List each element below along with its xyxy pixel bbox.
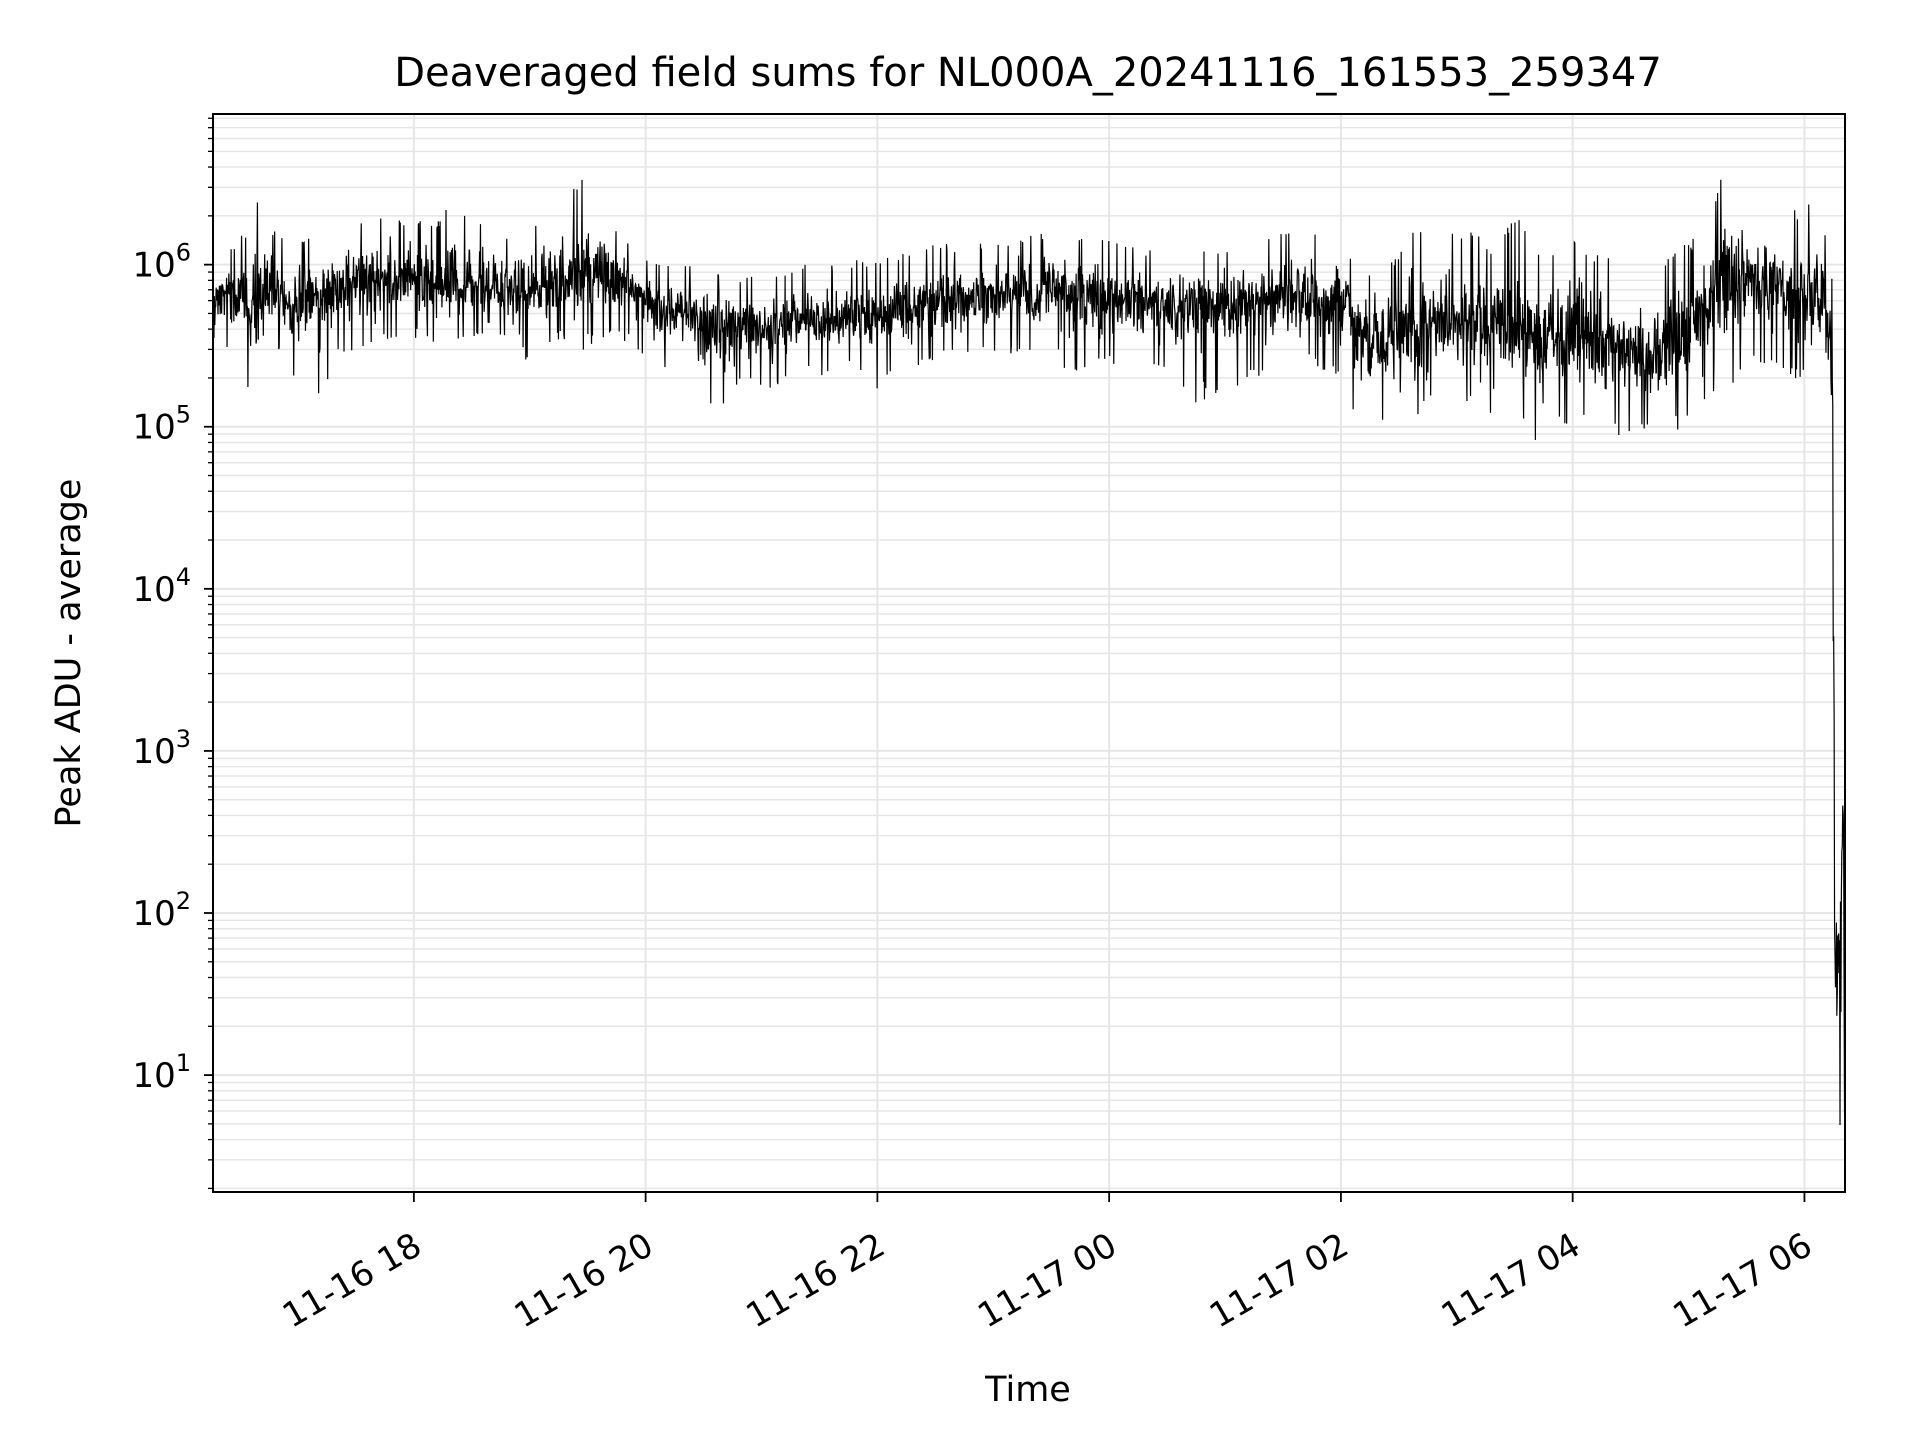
- series-layer: [212, 179, 1846, 1126]
- y-tick-label: 101: [132, 1049, 191, 1096]
- y-tick-label-base: 10: [132, 894, 175, 934]
- y-tick-label-base: 10: [132, 246, 175, 286]
- y-tick-label: 106: [132, 239, 191, 286]
- y-tick-label: 104: [132, 563, 191, 610]
- chart-title: Deaveraged field sums for NL000A_2024111…: [394, 50, 1662, 96]
- y-axis-label: Peak ADU - average: [49, 479, 89, 828]
- series-line: [212, 179, 1846, 1126]
- y-tick-label-base: 10: [132, 1056, 175, 1096]
- y-tick-label-base: 10: [132, 570, 175, 610]
- y-tick-label-base: 10: [132, 408, 175, 448]
- y-tick-label-exponent: 1: [176, 1049, 191, 1077]
- y-tick-label: 103: [132, 725, 191, 772]
- y-tick-label: 102: [132, 887, 191, 934]
- y-tick-label-exponent: 2: [176, 887, 191, 915]
- y-tick-label-exponent: 4: [176, 563, 191, 591]
- y-tick-label-exponent: 5: [176, 401, 191, 429]
- y-axis-minor-ticks: [208, 117, 213, 1190]
- y-tick-label: 105: [132, 401, 191, 448]
- y-tick-label-exponent: 3: [176, 725, 191, 753]
- x-axis-label: Time: [984, 1370, 1071, 1410]
- y-tick-label-base: 10: [132, 732, 175, 772]
- y-tick-label-exponent: 6: [176, 239, 191, 267]
